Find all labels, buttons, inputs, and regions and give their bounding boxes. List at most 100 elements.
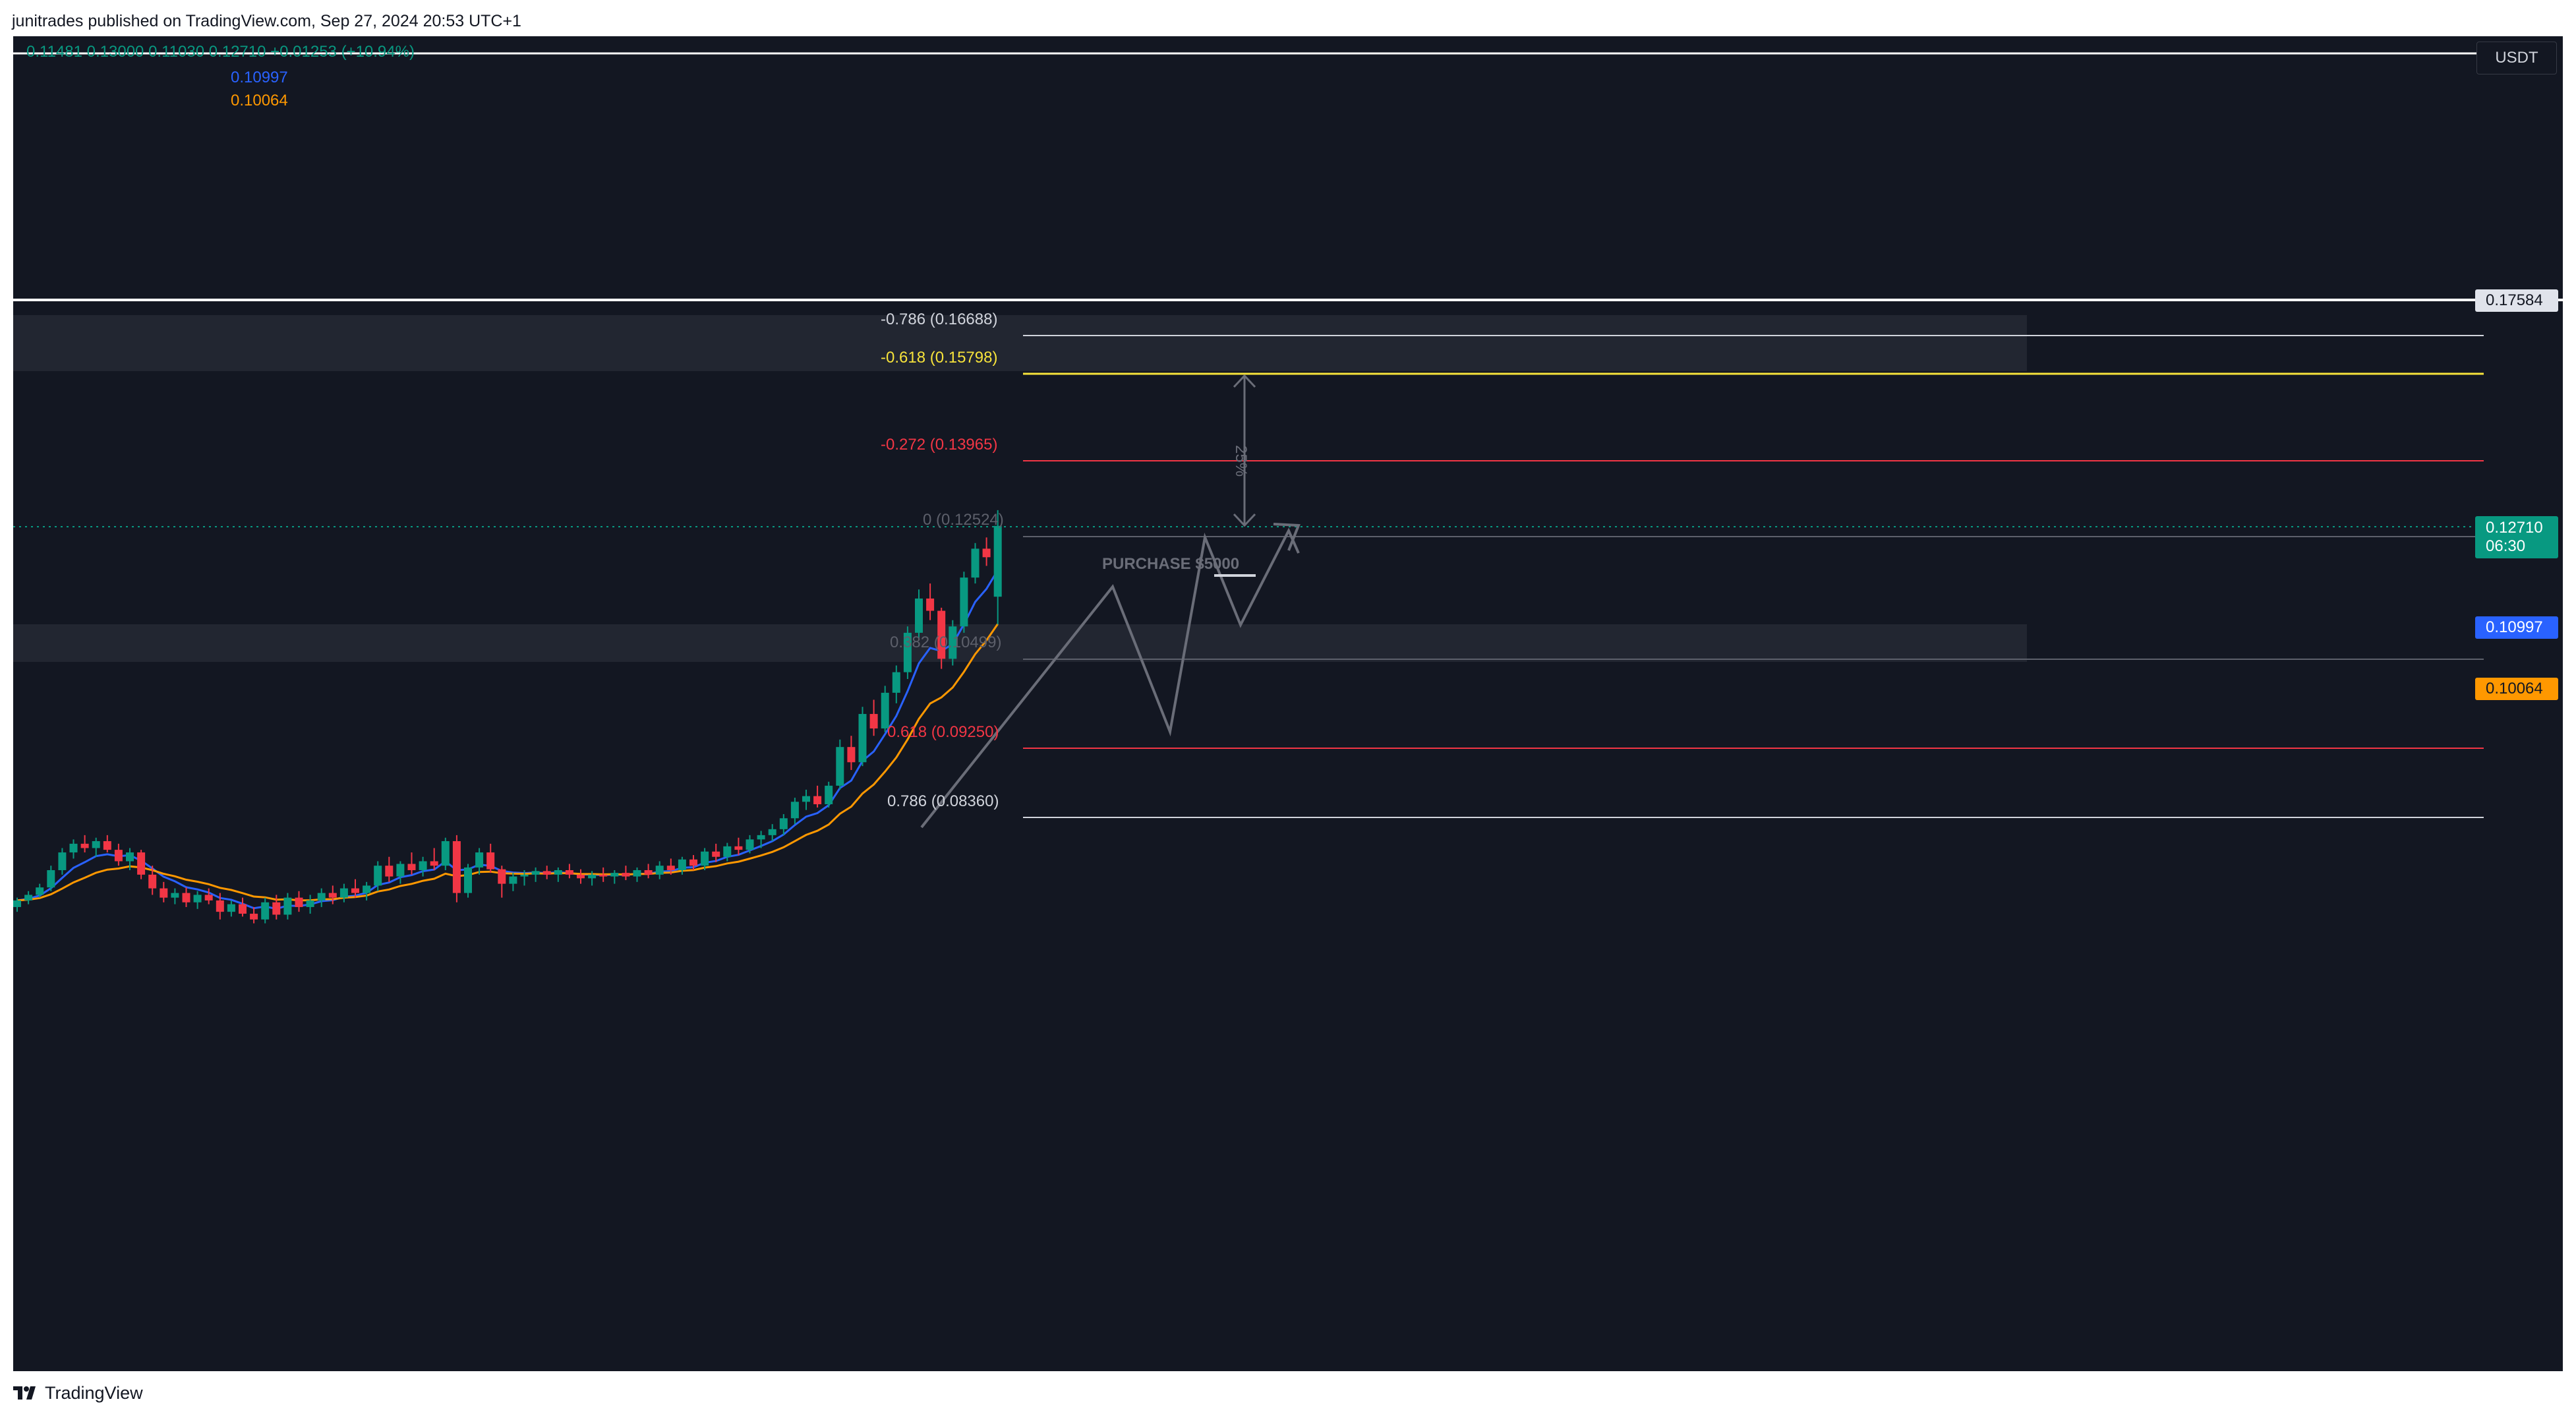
candle [982,537,991,566]
legend-ma-fast: 0.10997 [231,69,288,86]
candle-body [486,852,495,870]
candle [993,510,1002,625]
candle [13,897,21,912]
candle [441,837,450,870]
fib-label-minus-0272: -0.272 (0.13965) [881,436,998,454]
currency-button[interactable]: USDT [2476,42,2557,74]
candle-body [768,829,776,835]
candle [926,583,935,620]
candle [869,699,878,736]
candle-body [655,866,664,875]
candle-body [498,869,506,884]
candle-body [227,904,235,912]
candle [949,620,957,666]
candle-body [892,672,900,693]
candle-body [441,841,450,866]
candle [712,843,720,862]
candle [216,893,224,920]
candle-body [363,885,371,893]
candle [790,798,799,825]
candle-body [475,852,484,868]
candle-body [339,888,348,898]
footer-branding[interactable]: TradingView [13,1380,143,1406]
candle [464,864,472,898]
candle-body [509,876,517,884]
candle-body [982,548,991,558]
candle [588,871,597,886]
candle [272,895,281,920]
candle-body [813,796,822,804]
candle [328,885,337,904]
candle [339,883,348,902]
candle-body [836,747,844,786]
candle [306,895,314,914]
chart-area[interactable]: 0.11481 0.13000 0.11030 0.12710 +0.01253… [13,36,2563,1371]
candle-body [565,870,573,875]
ma-slow-price-tag: 0.10064 [2475,678,2558,700]
candle-body [633,870,641,877]
candle-body [644,870,653,875]
fib-label-0382: 0.382 (0.10499) [890,634,1002,651]
candle [633,867,641,882]
last-price-value: 0.12710 [2486,519,2543,537]
candle-body [47,870,55,888]
candle-body [407,864,416,870]
candle-body [949,626,957,659]
candle-body [881,692,889,729]
candle [396,861,405,884]
price-chart[interactable] [13,36,2563,1371]
candle-body [723,846,732,857]
candle [836,739,844,790]
candle-body [396,864,405,877]
candle-body [24,895,33,900]
candle [734,837,743,856]
candle [509,873,517,891]
candle [678,856,686,875]
candle [565,864,573,879]
candle [36,883,44,898]
candle [655,861,664,879]
projection-arrowhead [1273,523,1301,551]
candle-body [103,841,111,850]
candle-body [610,873,619,877]
candle-body [69,843,78,853]
candle [813,785,822,808]
candle [577,869,585,884]
candle-body [960,577,968,627]
candle [847,736,856,771]
candle [915,589,923,639]
candle-body [13,900,21,907]
candle-body [531,871,540,875]
candle-body [419,861,427,870]
candle [610,870,619,884]
candle [24,891,33,904]
measure-arrow-up [1233,374,1256,388]
fib-label-0: 0 (0.12524) [923,511,1004,529]
fib-zone-upper [13,315,2027,371]
candle [971,543,980,584]
candle-body [351,888,359,893]
candle-body [36,887,44,895]
candle-body [137,852,146,875]
candle [858,707,867,767]
candle [802,789,810,810]
candle [430,848,438,870]
candle-body [148,874,157,889]
candle [126,848,134,870]
candle-body [317,893,326,900]
candle [250,906,258,924]
candle-body [92,841,100,848]
candle-body [599,874,608,877]
fib-label-minus-0618: -0.618 (0.15798) [881,349,998,367]
candle [182,887,190,907]
candle [69,839,78,859]
candle-body [689,859,697,866]
candle [204,888,213,904]
candle [47,866,55,891]
candle [825,781,833,808]
purchase-annotation[interactable]: PURCHASE $5000 [1102,555,1240,573]
candle [160,881,168,902]
candle-body [306,900,314,907]
candle-body [869,714,878,729]
candle-body [858,714,867,763]
